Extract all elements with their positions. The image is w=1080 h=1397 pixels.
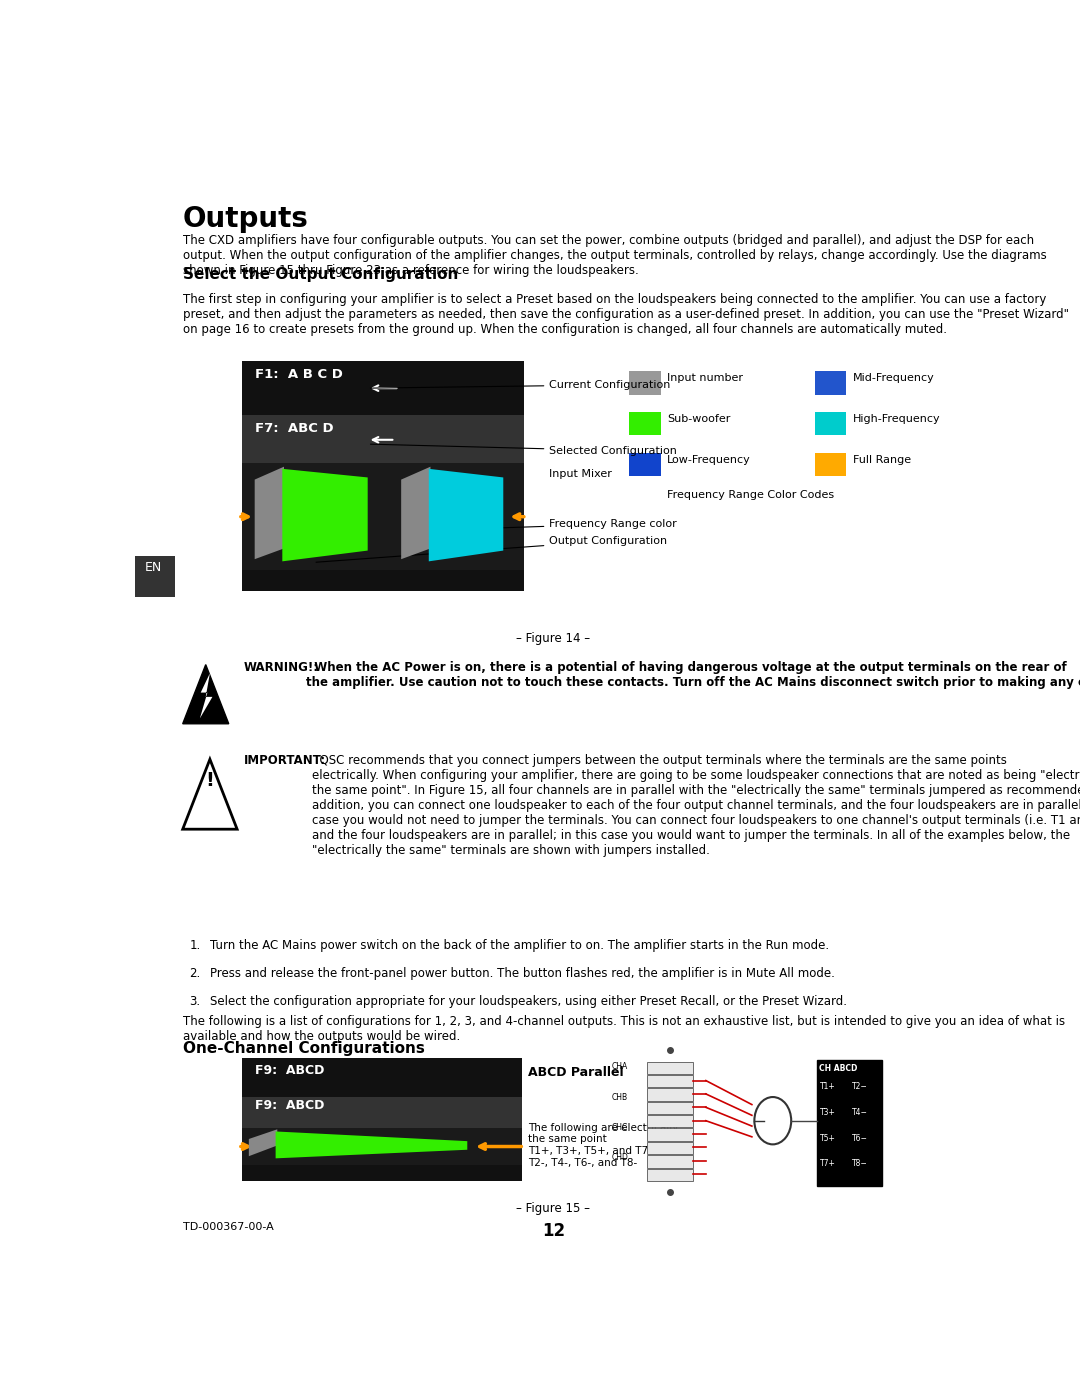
Text: ABCD: ABCD: [285, 1137, 324, 1150]
Text: F9:  ABCD: F9: ABCD: [255, 1063, 324, 1077]
FancyBboxPatch shape: [647, 1074, 693, 1087]
Text: F9:  ABCD: F9: ABCD: [255, 1099, 324, 1112]
FancyBboxPatch shape: [242, 362, 524, 415]
Polygon shape: [183, 760, 238, 830]
Text: Selected Configuration: Selected Configuration: [370, 444, 677, 455]
Text: !: !: [205, 771, 215, 791]
Text: 3.: 3.: [189, 995, 201, 1007]
Text: TD-000367-00-A: TD-000367-00-A: [183, 1222, 273, 1232]
FancyBboxPatch shape: [629, 412, 661, 436]
Text: WARNING!:: WARNING!:: [244, 661, 319, 675]
Text: T1+: T1+: [820, 1081, 836, 1091]
FancyBboxPatch shape: [629, 372, 661, 394]
FancyBboxPatch shape: [647, 1155, 693, 1168]
FancyBboxPatch shape: [814, 453, 847, 476]
FancyBboxPatch shape: [647, 1062, 693, 1074]
Text: ABC: ABC: [294, 504, 326, 518]
Text: T7+: T7+: [820, 1160, 836, 1168]
Text: IMPORTANT:: IMPORTANT:: [244, 754, 326, 767]
FancyBboxPatch shape: [242, 1059, 522, 1180]
Text: CHC: CHC: [612, 1123, 629, 1132]
Text: M: M: [404, 506, 414, 517]
Text: Press and release the front-panel power button. The button flashes red, the ampl: Press and release the front-panel power …: [211, 967, 835, 979]
Text: The first step in configuring your amplifier is to select a Preset based on the : The first step in configuring your ampli…: [183, 293, 1069, 337]
Text: 12: 12: [542, 1222, 565, 1239]
Text: Sub-woofer: Sub-woofer: [667, 415, 731, 425]
Text: Outputs: Outputs: [183, 205, 309, 233]
Text: Mid-Frequency: Mid-Frequency: [853, 373, 935, 383]
Text: F7:  ABC D: F7: ABC D: [255, 422, 334, 434]
Text: Turn the AC Mains power switch on the back of the amplifier to on. The amplifier: Turn the AC Mains power switch on the ba…: [211, 939, 829, 951]
Polygon shape: [183, 665, 229, 724]
Text: M: M: [259, 506, 269, 517]
Text: 1.: 1.: [189, 939, 201, 951]
Text: T2−: T2−: [852, 1081, 868, 1091]
Polygon shape: [275, 1132, 468, 1158]
Polygon shape: [255, 467, 284, 559]
Text: T4−: T4−: [852, 1108, 868, 1116]
Text: Output Configuration: Output Configuration: [316, 536, 667, 562]
Text: The following are electrically
the same point
T1+, T3+, T5+, and T7+
T2-, T4-, T: The following are electrically the same …: [528, 1123, 678, 1168]
Polygon shape: [248, 1129, 278, 1157]
Text: M: M: [253, 1139, 261, 1148]
FancyBboxPatch shape: [647, 1169, 693, 1180]
FancyBboxPatch shape: [242, 570, 524, 591]
Text: QSC recommends that you connect jumpers between the output terminals where the t: QSC recommends that you connect jumpers …: [312, 754, 1080, 856]
Text: The following is a list of configurations for 1, 2, 3, and 4-channel outputs. Th: The following is a list of configuration…: [183, 1016, 1065, 1044]
Text: – Figure 14 –: – Figure 14 –: [516, 633, 591, 645]
FancyBboxPatch shape: [242, 415, 524, 464]
FancyBboxPatch shape: [647, 1088, 693, 1101]
Text: CHD: CHD: [612, 1153, 629, 1162]
Text: Select the configuration appropriate for your loudspeakers, using either Preset : Select the configuration appropriate for…: [211, 995, 848, 1007]
Text: Select the Output Configuration: Select the Output Configuration: [183, 267, 458, 282]
FancyBboxPatch shape: [242, 1097, 522, 1129]
Text: The CXD amplifiers have four configurable outputs. You can set the power, combin: The CXD amplifiers have four configurabl…: [183, 235, 1047, 278]
FancyBboxPatch shape: [814, 372, 847, 394]
Text: CHA: CHA: [612, 1062, 629, 1071]
Text: Current Configuration: Current Configuration: [370, 380, 671, 390]
FancyBboxPatch shape: [647, 1141, 693, 1154]
FancyBboxPatch shape: [814, 412, 847, 436]
Polygon shape: [401, 467, 431, 559]
Text: T8−: T8−: [852, 1160, 868, 1168]
Polygon shape: [282, 469, 367, 562]
FancyBboxPatch shape: [647, 1115, 693, 1127]
FancyBboxPatch shape: [242, 362, 524, 591]
FancyBboxPatch shape: [242, 1165, 522, 1180]
Text: Low-Frequency: Low-Frequency: [667, 455, 751, 465]
Polygon shape: [429, 469, 503, 562]
FancyBboxPatch shape: [135, 556, 175, 597]
Text: T6−: T6−: [852, 1133, 868, 1143]
Text: T5+: T5+: [820, 1133, 836, 1143]
Text: Input number: Input number: [667, 373, 743, 383]
FancyBboxPatch shape: [818, 1060, 882, 1186]
Text: Frequency Range Color Codes: Frequency Range Color Codes: [667, 490, 835, 500]
Text: When the AC Power is on, there is a potential of having dangerous voltage at the: When the AC Power is on, there is a pote…: [306, 661, 1080, 689]
Text: Frequency Range color: Frequency Range color: [455, 520, 677, 529]
FancyBboxPatch shape: [242, 1059, 522, 1097]
Text: F1:  A B C D: F1: A B C D: [255, 367, 342, 381]
Text: Input Mixer: Input Mixer: [550, 469, 612, 479]
Text: Full Range: Full Range: [853, 455, 912, 465]
Text: ABCD Parallel: ABCD Parallel: [528, 1066, 624, 1078]
Polygon shape: [200, 673, 213, 718]
Text: One-Channel Configurations: One-Channel Configurations: [183, 1041, 424, 1056]
Text: – Figure 15 –: – Figure 15 –: [516, 1203, 591, 1215]
Text: T3+: T3+: [820, 1108, 836, 1116]
Text: CHB: CHB: [612, 1092, 629, 1102]
Text: EN: EN: [145, 562, 162, 574]
Text: CH ABCD: CH ABCD: [819, 1063, 858, 1073]
FancyBboxPatch shape: [629, 453, 661, 476]
FancyBboxPatch shape: [647, 1102, 693, 1113]
Text: High-Frequency: High-Frequency: [853, 415, 941, 425]
FancyBboxPatch shape: [647, 1129, 693, 1141]
Text: D: D: [437, 504, 448, 518]
Text: 2.: 2.: [189, 967, 201, 979]
